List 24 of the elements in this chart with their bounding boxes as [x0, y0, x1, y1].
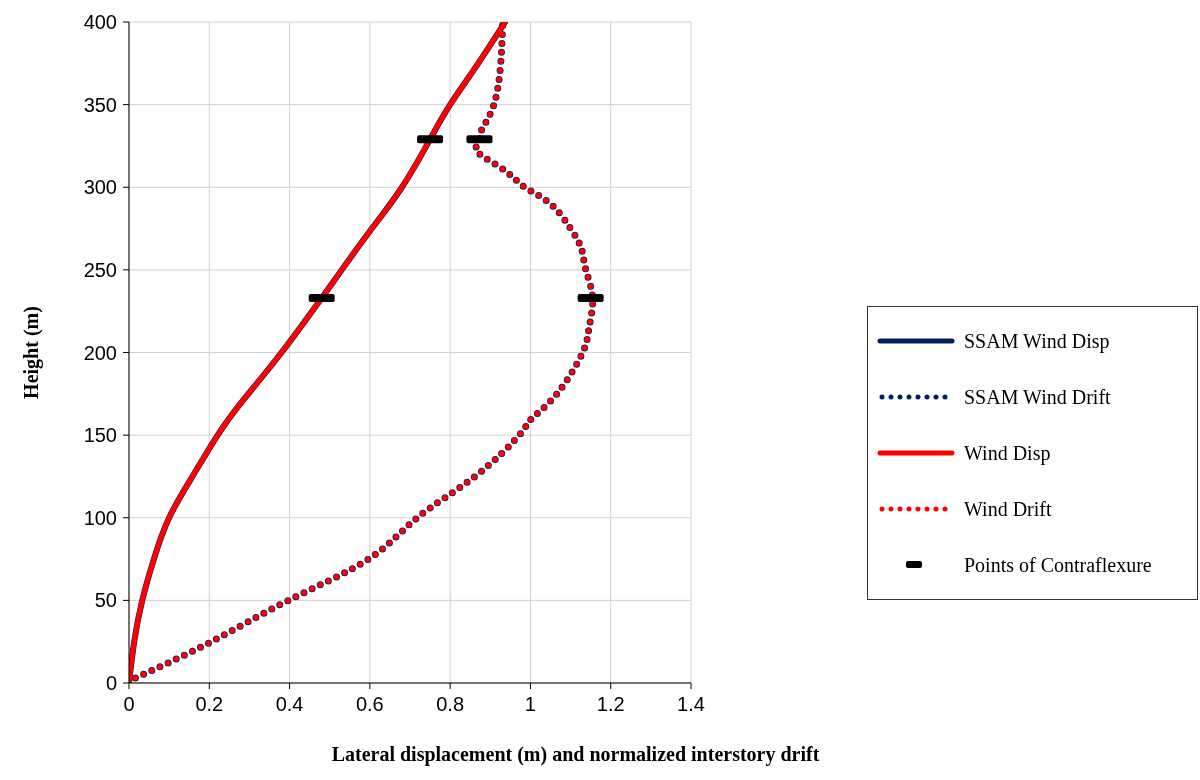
legend-label: SSAM Wind Drift — [964, 385, 1111, 409]
x-tick-label: 0.8 — [436, 693, 465, 716]
y-tick-label: 100 — [83, 506, 117, 529]
y-tick-label: 250 — [83, 258, 117, 281]
y-axis-title: Height (m) — [20, 306, 44, 399]
legend-label: Points of Contraflexure — [964, 553, 1152, 577]
legend-label: Wind Disp — [964, 441, 1051, 465]
x-tick-label: 0.2 — [195, 693, 224, 716]
legend-label: Wind Drift — [964, 497, 1052, 521]
y-tick-label: 300 — [83, 176, 117, 199]
x-tick-label: 0 — [123, 693, 135, 716]
x-tick-label: 1.4 — [677, 693, 705, 716]
y-tick-label: 0 — [105, 672, 117, 695]
x-tick-label: 1 — [524, 693, 536, 716]
y-tick-label: 150 — [83, 424, 117, 447]
x-axis-title: Lateral displacement (m) and normalized interstory drift — [330, 743, 821, 766]
y-tick-label: 200 — [83, 341, 117, 364]
legend-label: SSAM Wind Disp — [964, 329, 1110, 353]
x-tick-label: 0.4 — [275, 693, 304, 716]
x-tick-label: 1.2 — [596, 693, 625, 716]
x-tick-label: 0.6 — [355, 693, 384, 716]
y-tick-label: 350 — [83, 93, 117, 116]
y-tick-label: 50 — [94, 589, 117, 612]
y-tick-label: 400 — [83, 11, 117, 34]
